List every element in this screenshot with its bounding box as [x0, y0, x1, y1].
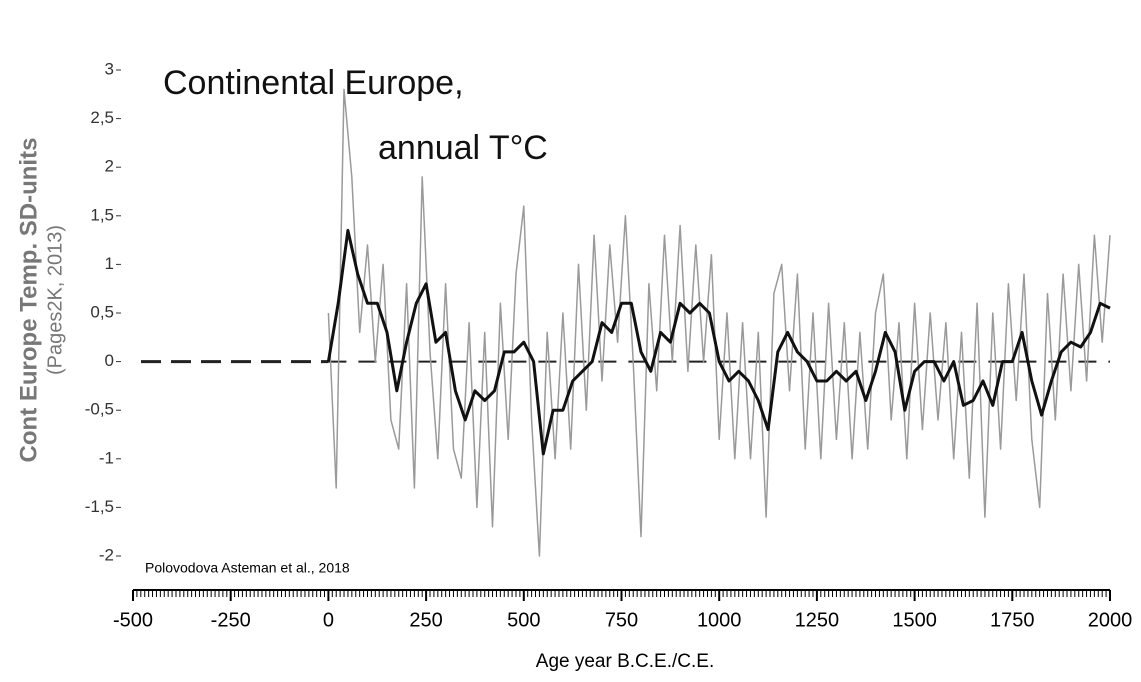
source-note: Polovodova Asteman et al., 2018: [145, 560, 350, 576]
x-tick-label: 1500: [892, 609, 937, 631]
y-tick-label: 1: [105, 254, 114, 273]
x-tick-label: -250: [211, 609, 251, 631]
x-tick-label: 500: [507, 609, 540, 631]
y-tick-label: -1: [99, 448, 114, 467]
annual-series: [327, 88, 1111, 557]
chart-title: Continental Europe,: [163, 64, 464, 102]
chart-subtitle: annual T°C: [378, 129, 548, 167]
y-axis-sublabel: (Pages2K, 2013): [44, 225, 66, 375]
y-axis-label: Cont Europe Temp. SD-units: [15, 138, 42, 463]
y-tick-label: 2: [105, 157, 114, 176]
x-tick-label: 1750: [990, 609, 1035, 631]
smoothed-series: [326, 228, 1111, 456]
y-tick-label: 2,5: [90, 108, 114, 127]
y-tick-label: 3: [105, 59, 114, 78]
y-tick-label: 0: [105, 351, 114, 370]
y-tick-label: -0,5: [85, 400, 114, 419]
x-tick-label: 1000: [697, 609, 742, 631]
y-tick-label: 0,5: [90, 302, 114, 321]
x-tick-label: -500: [113, 609, 153, 631]
y-tick-label: 1,5: [90, 205, 114, 224]
x-tick-label: 2000: [1088, 609, 1133, 631]
x-tick-label: 750: [605, 609, 638, 631]
x-tick-label: 1250: [795, 609, 840, 631]
x-tick-label: 0: [323, 609, 334, 631]
y-tick-label: -2: [99, 545, 114, 564]
y-tick-label: -1,5: [85, 497, 114, 516]
x-axis-label: Age year B.C.E./C.E.: [536, 651, 714, 672]
x-tick-label: 250: [409, 609, 442, 631]
